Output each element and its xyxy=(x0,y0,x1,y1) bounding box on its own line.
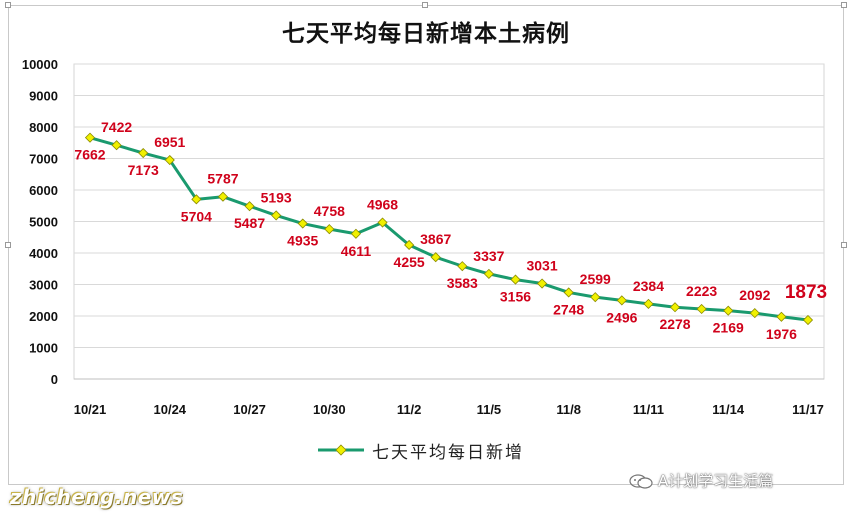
account-watermark: A计划学习生活篇 xyxy=(628,470,773,491)
data-label: 1976 xyxy=(766,326,797,342)
data-label: 2748 xyxy=(553,301,584,317)
x-tick-label: 11/5 xyxy=(477,402,502,417)
x-tick-label: 11/8 xyxy=(556,402,581,417)
data-point xyxy=(191,194,202,205)
chat-bubbles-icon xyxy=(629,473,653,489)
x-tick-label: 11/14 xyxy=(712,402,745,417)
data-point xyxy=(616,295,627,306)
y-tick-label: 0 xyxy=(51,372,58,387)
data-label: 5787 xyxy=(207,171,238,187)
series-line xyxy=(89,136,809,322)
data-point xyxy=(111,140,122,151)
data-point xyxy=(590,292,601,303)
data-point xyxy=(404,239,415,251)
resize-handle-top-left[interactable] xyxy=(5,2,11,8)
data-label: 3156 xyxy=(500,289,531,305)
data-label: 2223 xyxy=(686,283,717,299)
legend-swatch xyxy=(318,444,364,456)
data-point xyxy=(350,228,361,239)
data-label: 5704 xyxy=(181,208,212,224)
data-label: 4758 xyxy=(314,203,345,219)
data-point xyxy=(696,303,707,315)
data-label: 2278 xyxy=(659,316,690,332)
data-label: 2496 xyxy=(606,309,637,325)
data-label: 4935 xyxy=(287,233,318,249)
data-label: 2092 xyxy=(739,287,770,303)
data-point xyxy=(457,261,468,272)
data-point xyxy=(377,217,388,228)
data-point xyxy=(164,154,175,166)
data-label: 4255 xyxy=(394,254,425,270)
latest-data-label: 1873 xyxy=(785,282,827,303)
data-label: 7422 xyxy=(101,119,132,135)
account-watermark-text: A计划学习生活篇 xyxy=(658,472,774,490)
x-tick-label: 11/2 xyxy=(397,402,422,417)
resize-handle-right[interactable] xyxy=(841,242,847,248)
data-point xyxy=(802,314,814,326)
data-point xyxy=(669,302,681,313)
data-label: 5487 xyxy=(234,215,265,231)
data-label: 2169 xyxy=(713,320,744,336)
resize-handle-left[interactable] xyxy=(5,242,11,248)
data-label: 4968 xyxy=(367,197,398,213)
y-tick-label: 7000 xyxy=(29,152,58,167)
data-point xyxy=(430,252,441,263)
chart-legend: 七天平均每日新增 xyxy=(318,440,524,463)
resize-handle-top-right[interactable] xyxy=(841,2,847,8)
site-watermark: zhicheng.news xyxy=(10,485,184,509)
x-tick-label: 10/24 xyxy=(154,402,187,417)
data-point xyxy=(537,278,548,289)
data-label: 5193 xyxy=(261,189,292,205)
x-tick-label: 11/11 xyxy=(633,402,664,417)
y-tick-label: 1000 xyxy=(29,341,58,356)
data-point xyxy=(271,210,282,221)
data-point xyxy=(324,224,335,235)
data-label: 2599 xyxy=(580,271,611,287)
y-tick-label: 8000 xyxy=(29,120,58,135)
data-label: 3337 xyxy=(473,248,504,264)
chart-frame xyxy=(5,2,847,485)
y-tick-label: 6000 xyxy=(29,183,58,198)
y-tick-label: 10000 xyxy=(22,57,58,72)
data-label: 7662 xyxy=(74,147,105,163)
data-label: 2384 xyxy=(633,278,664,294)
y-tick-label: 4000 xyxy=(29,246,58,261)
x-tick-label: 10/27 xyxy=(233,402,266,417)
data-label: 3867 xyxy=(420,231,451,247)
data-label: 4611 xyxy=(341,243,372,259)
data-label: 7173 xyxy=(128,162,159,178)
data-point xyxy=(297,218,308,229)
x-tick-label: 10/30 xyxy=(313,402,346,417)
data-point xyxy=(723,305,734,316)
data-label: 6951 xyxy=(154,134,185,150)
data-label: 3583 xyxy=(447,275,478,291)
data-point xyxy=(84,132,96,143)
x-tick-label: 10/21 xyxy=(74,402,107,417)
data-label: 3031 xyxy=(526,258,557,274)
data-point xyxy=(643,298,654,309)
chart-title: 七天平均每日新增本土病例 xyxy=(282,21,570,47)
resize-handle-top[interactable] xyxy=(422,2,428,8)
y-tick-label: 5000 xyxy=(29,215,58,230)
legend-label: 七天平均每日新增 xyxy=(372,442,524,463)
y-tick-label: 9000 xyxy=(29,89,58,104)
data-point xyxy=(749,308,760,319)
x-tick-label: 11/17 xyxy=(792,402,824,417)
y-tick-label: 2000 xyxy=(29,309,58,324)
y-tick-label: 3000 xyxy=(29,278,58,293)
data-point xyxy=(483,268,494,279)
data-point xyxy=(510,274,521,285)
data-point xyxy=(776,311,787,322)
data-point xyxy=(244,201,255,212)
data-point xyxy=(138,147,149,159)
data-point xyxy=(217,191,229,202)
data-point xyxy=(563,287,574,298)
